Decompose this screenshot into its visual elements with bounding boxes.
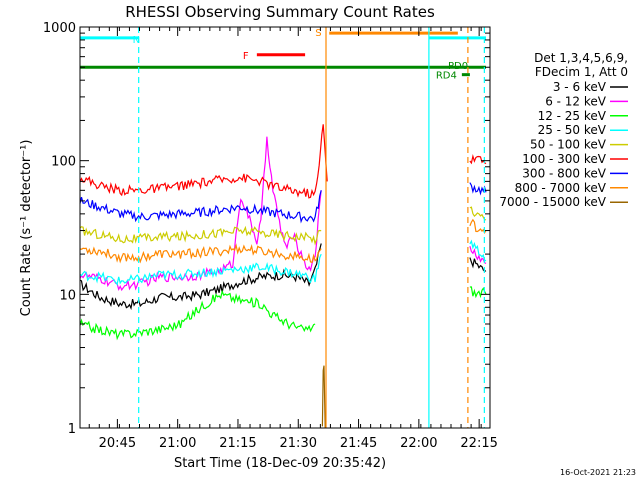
legend-entry-label: 25 - 50 keV (538, 123, 607, 137)
x-tick-label: 21:45 (340, 436, 377, 451)
legend-entry-label: 300 - 800 keV (522, 166, 606, 180)
y-tick-label: 1000 (43, 21, 76, 36)
series-line (469, 286, 487, 299)
plot-lines (79, 124, 487, 429)
legend-entry-label: 3 - 6 keV (553, 80, 607, 94)
series-line (469, 246, 487, 265)
series-line (79, 253, 322, 286)
y-tick-label: 100 (51, 155, 76, 170)
plot-frame (79, 26, 491, 429)
x-axis: 20:45 21:00 21:15 21:30 21:45 22:00 22:15 (88, 27, 498, 451)
legend-entry-label: 7000 - 15000 keV (499, 195, 606, 209)
legend: Det 1,3,4,5,6,9,FDecim 1, Att 03 - 6 keV… (499, 51, 628, 209)
state-band-label: N (133, 35, 140, 46)
legend-header: Det 1,3,4,5,6,9, (534, 51, 628, 65)
marker-vertical-lines (138, 27, 485, 428)
x-tick-label: 21:15 (219, 436, 256, 451)
chart-title: RHESSI Observing Summary Count Rates (125, 3, 435, 21)
footer-date: 16-Oct-2021 21:23 (560, 468, 636, 477)
y-axis: 1 10 100 1000 (43, 21, 490, 437)
legend-entry-label: 50 - 100 keV (530, 138, 607, 152)
series-line (469, 218, 487, 234)
series-line (79, 124, 328, 199)
series-line (469, 182, 487, 196)
y-axis-label: Count Rate (s⁻¹ detector⁻¹) (19, 140, 34, 317)
series-line (79, 289, 316, 341)
series-line (469, 257, 487, 272)
x-tick-label: 22:15 (460, 436, 497, 451)
legend-entry-label: 100 - 300 keV (522, 152, 606, 166)
series-line (469, 239, 487, 262)
series-line (79, 243, 322, 311)
state-band-label: PD0 (448, 61, 468, 72)
legend-entry-label: 800 - 7000 keV (515, 181, 607, 195)
x-tick-label: 20:45 (99, 436, 136, 451)
x-tick-label: 21:00 (159, 436, 196, 451)
legend-header: FDecim 1, Att 0 (535, 65, 628, 79)
series-line (321, 365, 326, 429)
state-band-label: RD4 (436, 71, 457, 82)
x-axis-label: Start Time (18-Dec-09 20:35:42) (174, 456, 386, 471)
x-tick-label: 22:00 (400, 436, 437, 451)
state-band-label: F (243, 51, 249, 62)
series-line (79, 243, 322, 264)
series-line (469, 206, 487, 221)
series-line (79, 225, 322, 246)
legend-entry-label: 12 - 25 keV (538, 109, 607, 123)
series-line (469, 153, 487, 165)
legend-entry-label: 6 - 12 keV (545, 94, 607, 108)
y-tick-label: 10 (59, 288, 76, 303)
y-tick-label: 1 (68, 422, 76, 437)
x-tick-label: 21:30 (280, 436, 317, 451)
series-line (79, 190, 322, 224)
series-line (79, 136, 322, 292)
state-band-label: S (315, 28, 321, 39)
